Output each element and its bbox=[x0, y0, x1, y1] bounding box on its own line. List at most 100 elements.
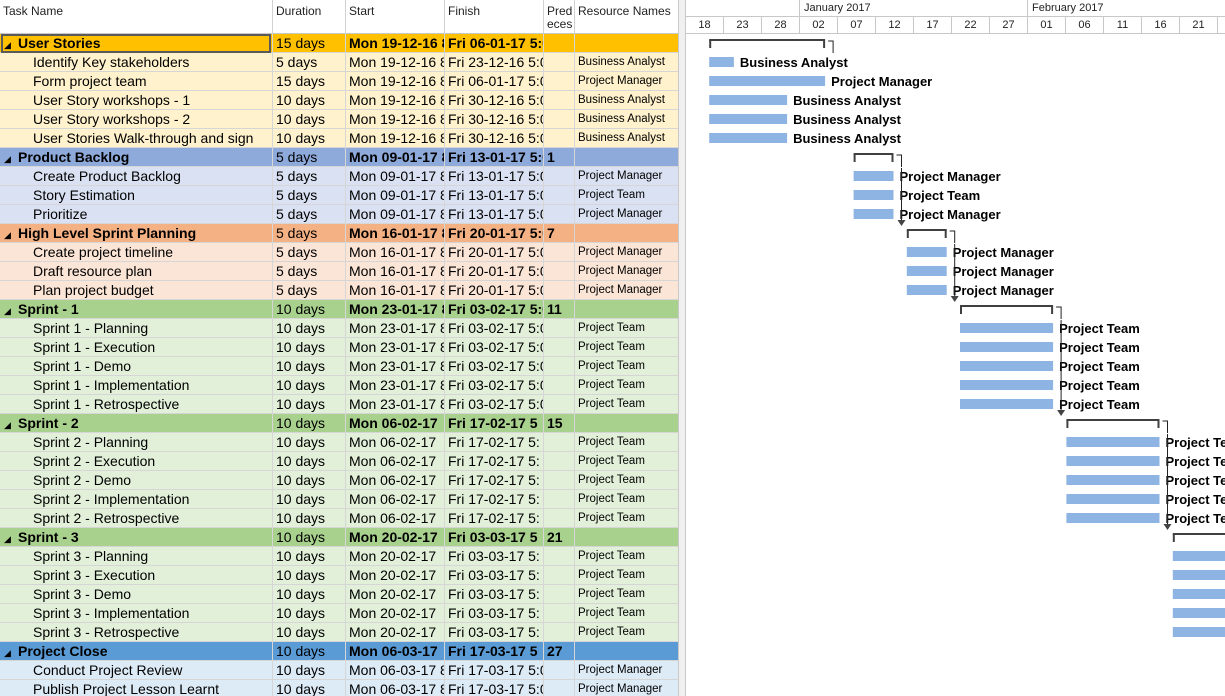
start-cell[interactable]: Mon 06-03-17 8 bbox=[346, 680, 445, 696]
duration-cell[interactable]: 10 days bbox=[273, 623, 346, 642]
start-cell[interactable]: Mon 23-01-17 8 bbox=[346, 300, 445, 319]
finish-cell[interactable]: Fri 03-03-17 5: bbox=[445, 585, 544, 604]
task-row[interactable]: Sprint 2 - Implementation 10 days Mon 06-0… bbox=[0, 490, 678, 509]
column-header-finish[interactable]: Finish bbox=[445, 0, 544, 34]
start-cell[interactable]: Mon 20-02-17 bbox=[346, 585, 445, 604]
task-name-cell[interactable]: ◢ User Stories bbox=[0, 34, 273, 53]
duration-cell[interactable]: 10 days bbox=[273, 338, 346, 357]
task-bar[interactable] bbox=[1066, 475, 1160, 485]
duration-cell[interactable]: 15 days bbox=[273, 34, 346, 53]
task-name-cell[interactable]: Identify Key stakeholders bbox=[0, 53, 273, 72]
duration-cell[interactable]: 5 days bbox=[273, 186, 346, 205]
finish-cell[interactable]: Fri 03-03-17 5: bbox=[445, 604, 544, 623]
resource-cell[interactable] bbox=[575, 148, 678, 167]
finish-cell[interactable]: Fri 17-02-17 5: bbox=[445, 490, 544, 509]
resource-cell[interactable]: Business Analyst bbox=[575, 91, 678, 110]
finish-cell[interactable]: Fri 17-03-17 5:0 bbox=[445, 680, 544, 696]
resource-cell[interactable]: Project Team bbox=[575, 509, 678, 528]
start-cell[interactable]: Mon 19-12-16 8 bbox=[346, 91, 445, 110]
finish-cell[interactable]: Fri 03-03-17 5: bbox=[445, 566, 544, 585]
task-name-cell[interactable]: Sprint 3 - Implementation bbox=[0, 604, 273, 623]
resource-cell[interactable]: Project Manager bbox=[575, 661, 678, 680]
predecessors-cell[interactable] bbox=[544, 604, 575, 623]
resource-cell[interactable]: Project Team bbox=[575, 585, 678, 604]
column-header-start[interactable]: Start bbox=[346, 0, 445, 34]
task-bar[interactable] bbox=[960, 342, 1054, 352]
task-row[interactable]: Sprint 1 - Execution 10 days Mon 23-01-17 … bbox=[0, 338, 678, 357]
finish-cell[interactable]: Fri 03-03-17 5: bbox=[445, 547, 544, 566]
task-name-cell[interactable]: Story Estimation bbox=[0, 186, 273, 205]
task-name-cell[interactable]: ◢ Sprint - 3 bbox=[0, 528, 273, 547]
resource-cell[interactable] bbox=[575, 414, 678, 433]
finish-cell[interactable]: Fri 17-03-17 5 bbox=[445, 642, 544, 661]
resource-cell[interactable]: Project Team bbox=[575, 547, 678, 566]
task-bar[interactable] bbox=[1066, 456, 1160, 466]
task-name-cell[interactable]: Plan project budget bbox=[0, 281, 273, 300]
resource-cell[interactable] bbox=[575, 528, 678, 547]
predecessors-cell[interactable] bbox=[544, 338, 575, 357]
resource-cell[interactable]: Project Team bbox=[575, 433, 678, 452]
start-cell[interactable]: Mon 16-01-17 8 bbox=[346, 243, 445, 262]
task-bar[interactable] bbox=[1172, 570, 1225, 580]
start-cell[interactable]: Mon 06-02-17 bbox=[346, 509, 445, 528]
start-cell[interactable]: Mon 23-01-17 8 bbox=[346, 395, 445, 414]
task-row[interactable]: Form project team 15 days Mon 19-12-16 8 Fr… bbox=[0, 72, 678, 91]
finish-cell[interactable]: Fri 17-03-17 5:0 bbox=[445, 661, 544, 680]
task-name-cell[interactable]: Create Product Backlog bbox=[0, 167, 273, 186]
resource-cell[interactable]: Project Team bbox=[575, 338, 678, 357]
task-row[interactable]: Sprint 3 - Implementation 10 days Mon 20-0… bbox=[0, 604, 678, 623]
summary-task-row[interactable]: ◢ Sprint - 3 10 days Mon 20-02-17 Fri 03-03-… bbox=[0, 528, 678, 547]
finish-cell[interactable]: Fri 06-01-17 5:0 bbox=[445, 72, 544, 91]
collapse-toggle-icon[interactable]: ◢ bbox=[4, 648, 11, 658]
resource-cell[interactable]: Project Manager bbox=[575, 281, 678, 300]
resource-cell[interactable]: Project Manager bbox=[575, 680, 678, 696]
task-row[interactable]: Conduct Project Review 10 days Mon 06-03-1… bbox=[0, 661, 678, 680]
task-bar[interactable] bbox=[709, 95, 788, 105]
predecessors-cell[interactable] bbox=[544, 547, 575, 566]
finish-cell[interactable]: Fri 20-01-17 5:0 bbox=[445, 262, 544, 281]
predecessors-cell[interactable] bbox=[544, 357, 575, 376]
duration-cell[interactable]: 10 days bbox=[273, 490, 346, 509]
predecessors-cell[interactable] bbox=[544, 91, 575, 110]
resource-cell[interactable]: Project Manager bbox=[575, 72, 678, 91]
summary-task-row[interactable]: ◢ Project Close 10 days Mon 06-03-17 Fri 17-… bbox=[0, 642, 678, 661]
finish-cell[interactable]: Fri 23-12-16 5:0 bbox=[445, 53, 544, 72]
collapse-toggle-icon[interactable]: ◢ bbox=[4, 230, 11, 240]
task-name-cell[interactable]: ◢ Project Close bbox=[0, 642, 273, 661]
start-cell[interactable]: Mon 19-12-16 8 bbox=[346, 110, 445, 129]
task-bar[interactable] bbox=[853, 209, 894, 219]
task-bar[interactable] bbox=[906, 247, 947, 257]
start-cell[interactable]: Mon 20-02-17 bbox=[346, 604, 445, 623]
task-name-cell[interactable]: Sprint 1 - Retrospective bbox=[0, 395, 273, 414]
duration-cell[interactable]: 5 days bbox=[273, 167, 346, 186]
finish-cell[interactable]: Fri 17-02-17 5: bbox=[445, 452, 544, 471]
resource-cell[interactable]: Project Team bbox=[575, 471, 678, 490]
duration-cell[interactable]: 10 days bbox=[273, 471, 346, 490]
task-name-cell[interactable]: Conduct Project Review bbox=[0, 661, 273, 680]
task-name-cell[interactable]: Publish Project Lesson Learnt bbox=[0, 680, 273, 696]
task-bar[interactable] bbox=[1172, 551, 1225, 561]
resource-cell[interactable]: Project Team bbox=[575, 319, 678, 338]
task-bar[interactable] bbox=[709, 133, 788, 143]
predecessors-cell[interactable] bbox=[544, 395, 575, 414]
predecessors-cell[interactable] bbox=[544, 129, 575, 148]
task-name-cell[interactable]: Sprint 1 - Execution bbox=[0, 338, 273, 357]
duration-cell[interactable]: 5 days bbox=[273, 205, 346, 224]
finish-cell[interactable]: Fri 17-02-17 5: bbox=[445, 509, 544, 528]
finish-cell[interactable]: Fri 30-12-16 5:0 bbox=[445, 110, 544, 129]
predecessors-cell[interactable]: 7 bbox=[544, 224, 575, 243]
start-cell[interactable]: Mon 06-02-17 bbox=[346, 490, 445, 509]
view-splitter[interactable] bbox=[679, 0, 686, 696]
resource-cell[interactable]: Business Analyst bbox=[575, 53, 678, 72]
collapse-toggle-icon[interactable]: ◢ bbox=[4, 306, 11, 316]
finish-cell[interactable]: Fri 20-01-17 5:0 bbox=[445, 224, 544, 243]
resource-cell[interactable]: Project Manager bbox=[575, 243, 678, 262]
task-row[interactable]: Publish Project Lesson Learnt 10 days Mon … bbox=[0, 680, 678, 696]
start-cell[interactable]: Mon 20-02-17 bbox=[346, 528, 445, 547]
start-cell[interactable]: Mon 06-03-17 bbox=[346, 642, 445, 661]
predecessors-cell[interactable] bbox=[544, 376, 575, 395]
resource-cell[interactable]: Project Team bbox=[575, 186, 678, 205]
task-row[interactable]: Sprint 3 - Execution 10 days Mon 20-02-17 F… bbox=[0, 566, 678, 585]
